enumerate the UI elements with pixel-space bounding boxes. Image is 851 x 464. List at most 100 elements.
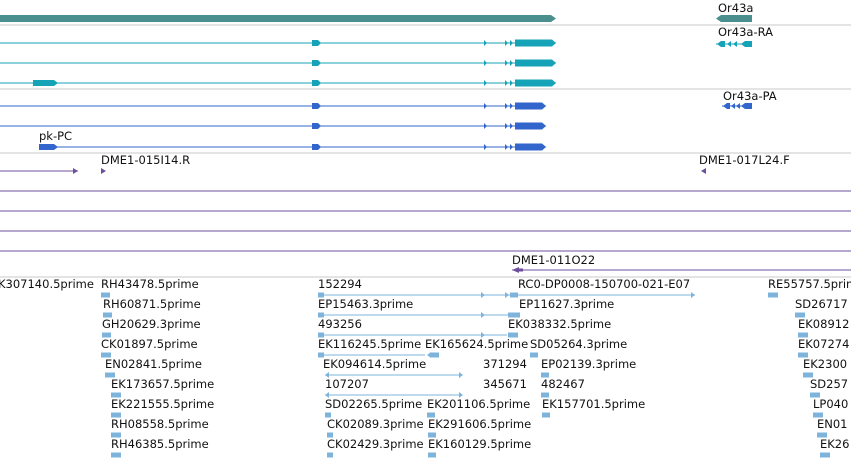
transcript-row[interactable] [0,79,556,87]
protein-row[interactable] [0,102,546,110]
est-block[interactable] [820,452,830,458]
est-block[interactable] [810,392,820,398]
est-label: SD02265.5prime [325,397,423,411]
est-label: EK07274 [798,337,850,351]
est-label: CK01897.5prime [101,337,198,351]
est-arrow[interactable] [427,352,431,358]
est-block[interactable] [768,292,778,298]
est-label: GH20629.3prime [102,317,201,331]
est-block[interactable] [798,332,808,338]
est-label: EP11627.3prime [519,297,615,311]
est-arrow[interactable] [691,292,695,298]
est-block[interactable] [318,312,324,318]
est-block[interactable] [817,432,827,438]
protein-track[interactable] [0,102,752,151]
protein-or43a-pa[interactable] [722,103,752,109]
est-label: CK02089.3prime [327,417,424,431]
est-block[interactable] [803,372,813,378]
est-label: EP02139.3prime [541,357,637,371]
est-label: 371294 [483,357,527,371]
clone-feature[interactable] [701,168,706,174]
est-alignments[interactable] [101,292,830,458]
est-block[interactable] [111,392,121,398]
est-block[interactable] [798,352,808,358]
clone-label: DME1-011O22 [512,253,596,267]
est-arrow[interactable] [481,312,485,318]
est-label: LP040 [813,397,849,411]
transcript-track[interactable] [0,39,752,87]
est-block[interactable] [111,412,121,418]
est-arrow[interactable] [481,292,485,298]
est-label: EP15463.3prime [318,297,414,311]
clone-feature[interactable] [0,168,78,174]
clone-track[interactable] [0,168,851,273]
est-block[interactable] [105,372,115,378]
est-block[interactable] [327,432,333,438]
est-block[interactable] [102,332,111,338]
est-label: RE55757.5prime [768,277,851,291]
est-label: EK094614.5prime [323,357,427,371]
est-arrow[interactable] [459,392,463,398]
transcript-row[interactable] [0,39,556,47]
clone-feature[interactable] [101,168,106,174]
transcript-label-or43a-ra: Or43a-RA [718,25,774,39]
est-label: 493256 [318,317,362,331]
protein-row[interactable] [0,122,546,130]
protein-pk-pc[interactable] [39,143,546,151]
est-block[interactable] [111,432,121,438]
est-arrow[interactable] [505,292,509,298]
est-block[interactable] [795,312,805,318]
gene-feature-main[interactable] [0,15,556,22]
gene-feature-or43a[interactable] [716,15,752,22]
est-arrow[interactable] [459,372,463,378]
est-arrow[interactable] [325,372,329,378]
est-block[interactable] [427,412,435,418]
est-block[interactable] [428,452,436,458]
est-label: RH43478.5prime [101,277,199,291]
est-block[interactable] [541,392,549,398]
est-arrow[interactable] [325,392,329,398]
est-block[interactable] [103,312,112,318]
gene-track[interactable] [0,15,752,22]
est-block[interactable] [541,372,549,378]
est-block[interactable] [327,452,333,458]
est-block[interactable] [318,292,324,298]
est-label: SD257 [810,377,849,391]
est-label: EK291606.5prime [428,417,532,431]
est-label: RH08558.5prime [111,417,209,431]
est-label: EK26 [820,437,850,451]
est-block[interactable] [510,292,518,298]
clone-feature[interactable] [512,267,851,273]
transcript-row[interactable] [0,59,556,67]
est-block[interactable] [428,432,436,438]
est-block[interactable] [530,352,538,358]
est-block[interactable] [101,352,111,358]
est-label: 482467 [541,377,585,391]
est-arrow[interactable] [481,332,485,338]
transcript-or43a-ra[interactable] [716,41,752,47]
est-track[interactable] [101,292,830,458]
est-label: CK02429.3prime [327,437,424,451]
est-label: 345671 [483,377,527,391]
est-label: 107207 [325,377,369,391]
track-separators [0,24,851,278]
est-label: EK08912 [798,317,850,331]
est-label: RH60871.5prime [103,297,201,311]
est-label: EK221555.5prime [111,397,215,411]
protein-label-pk-pc: pk-PC [39,129,73,143]
est-label: SD26717 [795,297,848,311]
est-block[interactable] [813,412,823,418]
est-label: EK165624.5prime [425,337,529,351]
est-label: 152294 [318,277,362,291]
est-block[interactable] [111,452,121,458]
est-block[interactable] [325,412,331,418]
est-block[interactable] [542,412,550,418]
est-block[interactable] [508,312,520,318]
est-block[interactable] [508,332,518,338]
est-block[interactable] [101,292,110,298]
est-block[interactable] [431,352,439,358]
est-block[interactable] [318,332,324,338]
est-label: EN01 [817,417,848,431]
